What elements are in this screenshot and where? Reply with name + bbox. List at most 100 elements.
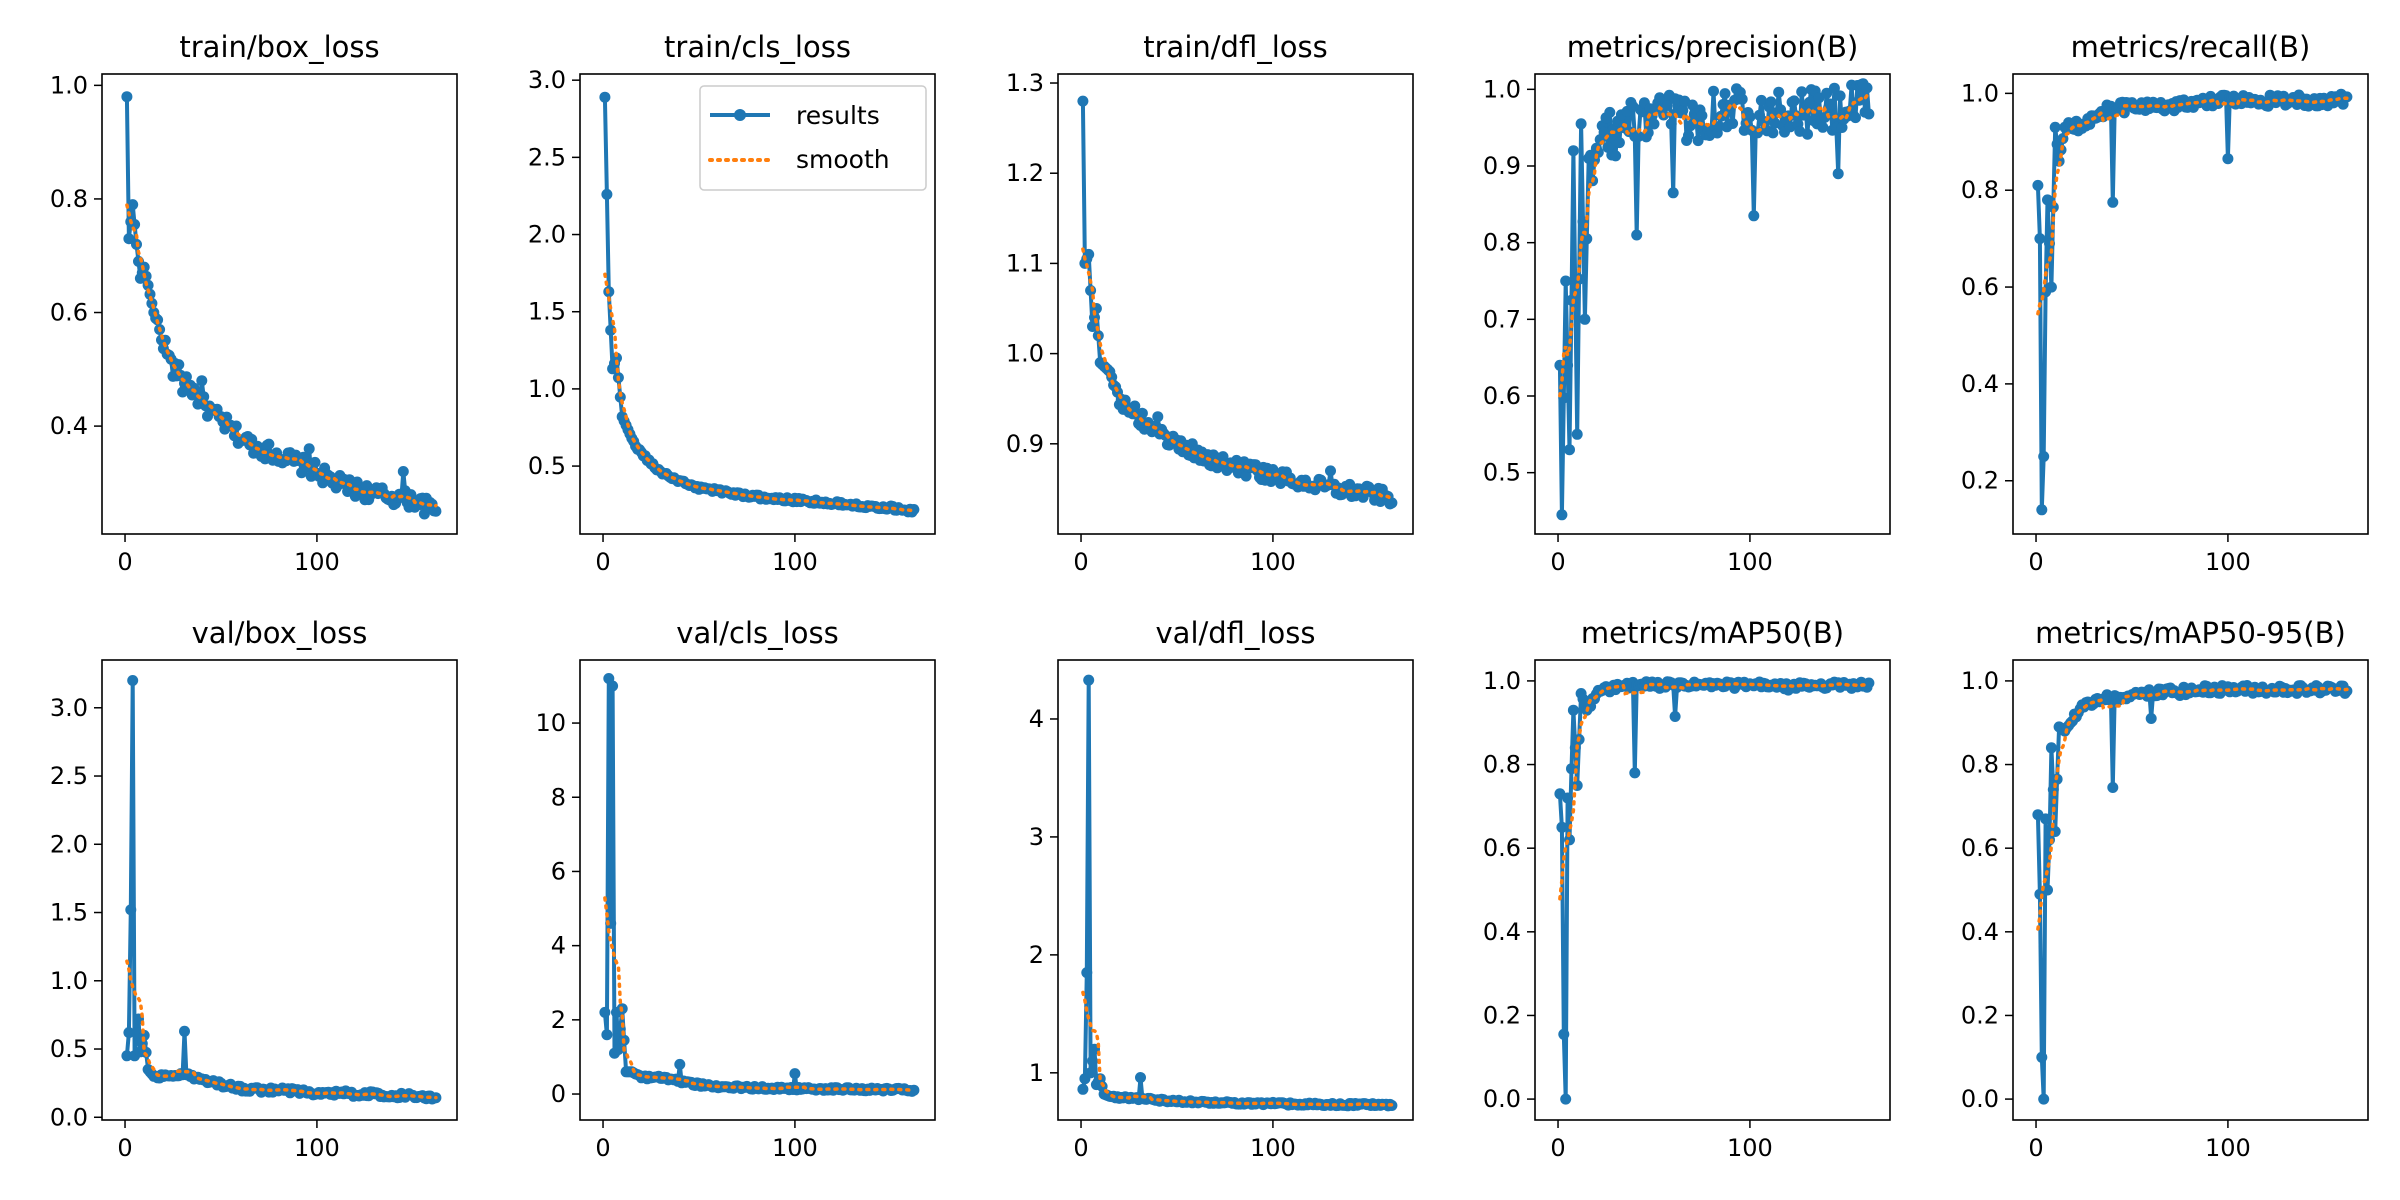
y-tick-label: 1.0 <box>1961 79 1999 107</box>
x-tick-label: 0 <box>2028 548 2043 576</box>
x-tick-label: 0 <box>595 548 610 576</box>
smooth-series-line <box>1081 247 1394 500</box>
results-data-point <box>1836 122 1848 133</box>
results-data-point <box>1562 792 1574 804</box>
subplot-title: val/cls_loss <box>676 616 838 650</box>
y-tick-label: 1.0 <box>1483 75 1521 103</box>
results-data-point <box>127 675 139 686</box>
y-tick-label: 1.5 <box>50 899 88 927</box>
results-data-point <box>611 352 622 364</box>
results-data-point <box>908 504 920 515</box>
smooth-series-line <box>1558 92 1871 398</box>
results-data-point <box>674 1058 686 1070</box>
plot-frame <box>101 73 458 535</box>
legend-results-marker <box>734 109 746 121</box>
results-data-point <box>599 1006 611 1018</box>
y-tick-label: 2 <box>551 1006 566 1034</box>
results-data-point <box>1796 86 1808 98</box>
results-data-point <box>1744 111 1756 123</box>
y-tick-label: 1.5 <box>528 298 566 326</box>
results-data-point <box>1665 118 1677 130</box>
results-data-point <box>125 904 137 916</box>
results-data-point <box>1832 168 1844 180</box>
subplot-val-dfl-loss: val/dfl_loss 0 100 1 2 3 4 <box>1029 616 1414 1162</box>
legend-smooth-label: smooth <box>796 145 890 174</box>
results-data-point <box>1136 407 1148 419</box>
x-tick-label: 100 <box>1250 548 1296 576</box>
subplot-title: metrics/mAP50-95(B) <box>2035 616 2346 650</box>
results-data-point <box>1748 210 1760 222</box>
results-data-point <box>317 477 329 489</box>
x-tick-label: 0 <box>2028 1134 2043 1162</box>
results-data-point <box>2047 201 2059 213</box>
results-data-point <box>607 680 619 692</box>
subplot-title: metrics/recall(B) <box>2071 30 2311 64</box>
y-tick-label: 0.4 <box>1961 918 1999 946</box>
y-tick-label: 4 <box>1029 705 1044 733</box>
results-data-point <box>1863 677 1875 689</box>
plot-frame <box>1057 73 1414 535</box>
y-tick-label: 1.0 <box>528 375 566 403</box>
results-data-point <box>1087 321 1098 332</box>
y-tick-label: 0.4 <box>1961 370 1999 398</box>
x-tick-label: 100 <box>1727 1134 1773 1162</box>
results-data-point <box>1755 94 1767 106</box>
plot-frame <box>2012 73 2369 535</box>
results-data-point <box>1567 145 1579 157</box>
results-data-point <box>2045 742 2057 754</box>
results-data-point <box>1567 704 1579 716</box>
x-tick-label: 100 <box>772 1134 818 1162</box>
results-data-point <box>1736 93 1748 105</box>
x-tick-label: 100 <box>1250 1134 1296 1162</box>
y-tick-label: 0.8 <box>50 185 88 213</box>
results-data-point <box>2036 504 2048 516</box>
y-tick-label: 0.4 <box>1483 918 1521 946</box>
results-data-point <box>1788 95 1800 107</box>
subplot-metrics-map50-95-b-: metrics/mAP50-95(B) 0 100 0.0 0.2 0.4 0.6 0.8 1.… <box>1961 616 2369 1162</box>
subplot-title: val/box_loss <box>192 616 368 650</box>
results-data-point <box>1696 110 1708 122</box>
subplot-val-cls-loss: val/cls_loss 0 100 0 2 4 6 8 10 <box>535 616 936 1162</box>
smooth-series-line <box>125 203 438 509</box>
results-data-point <box>1077 95 1089 107</box>
x-tick-label: 100 <box>1727 548 1773 576</box>
legend-results-label: results <box>796 101 880 130</box>
results-data-point <box>1604 106 1616 118</box>
results-data-point <box>601 1029 613 1041</box>
y-tick-label: 2.5 <box>50 762 88 790</box>
y-tick-label: 0.0 <box>50 1103 88 1131</box>
results-data-point <box>1575 118 1587 130</box>
results-data-point <box>1683 129 1694 141</box>
results-data-point <box>2222 153 2234 165</box>
subplot-val-box-loss: val/box_loss 0 100 0.0 0.5 1.0 1.5 2.0 2.5 3.0 <box>50 616 458 1162</box>
results-data-point <box>1081 967 1093 979</box>
subplot-train-dfl-loss: train/dfl_loss 0 100 0.9 1.0 1.1 1.2 1.3 <box>1006 30 1414 576</box>
y-tick-label: 0.9 <box>1483 152 1521 180</box>
results-data-point <box>1667 187 1679 199</box>
y-tick-label: 0.5 <box>1483 459 1521 487</box>
results-data-point <box>1692 135 1704 147</box>
results-data-point <box>1850 112 1861 124</box>
y-tick-label: 1.1 <box>1006 249 1044 277</box>
results-data-point <box>179 1025 190 1037</box>
results-data-point <box>1129 400 1141 412</box>
x-tick-label: 100 <box>2205 548 2251 576</box>
results-data-point <box>1684 120 1696 132</box>
results-data-point <box>1610 150 1622 162</box>
x-tick-label: 0 <box>1073 548 1088 576</box>
smooth-series-line <box>125 959 438 1100</box>
results-data-point <box>1325 465 1336 477</box>
x-tick-label: 0 <box>117 548 132 576</box>
results-data-point <box>1803 96 1815 108</box>
results-data-point <box>1083 674 1095 686</box>
results-data-point <box>612 1044 624 1055</box>
results-data-point <box>127 199 139 211</box>
y-tick-label: 0.8 <box>1483 229 1521 257</box>
results-data-point <box>1629 767 1641 779</box>
y-tick-label: 2.5 <box>528 143 566 171</box>
results-data-point <box>397 466 409 477</box>
subplot-metrics-map50-b-: metrics/mAP50(B) 0 100 0.0 0.2 0.4 0.6 0.8 1.0 <box>1483 616 1891 1162</box>
results-data-point <box>196 375 208 387</box>
results-data-point <box>1077 1083 1089 1095</box>
x-tick-label: 0 <box>1550 1134 1565 1162</box>
